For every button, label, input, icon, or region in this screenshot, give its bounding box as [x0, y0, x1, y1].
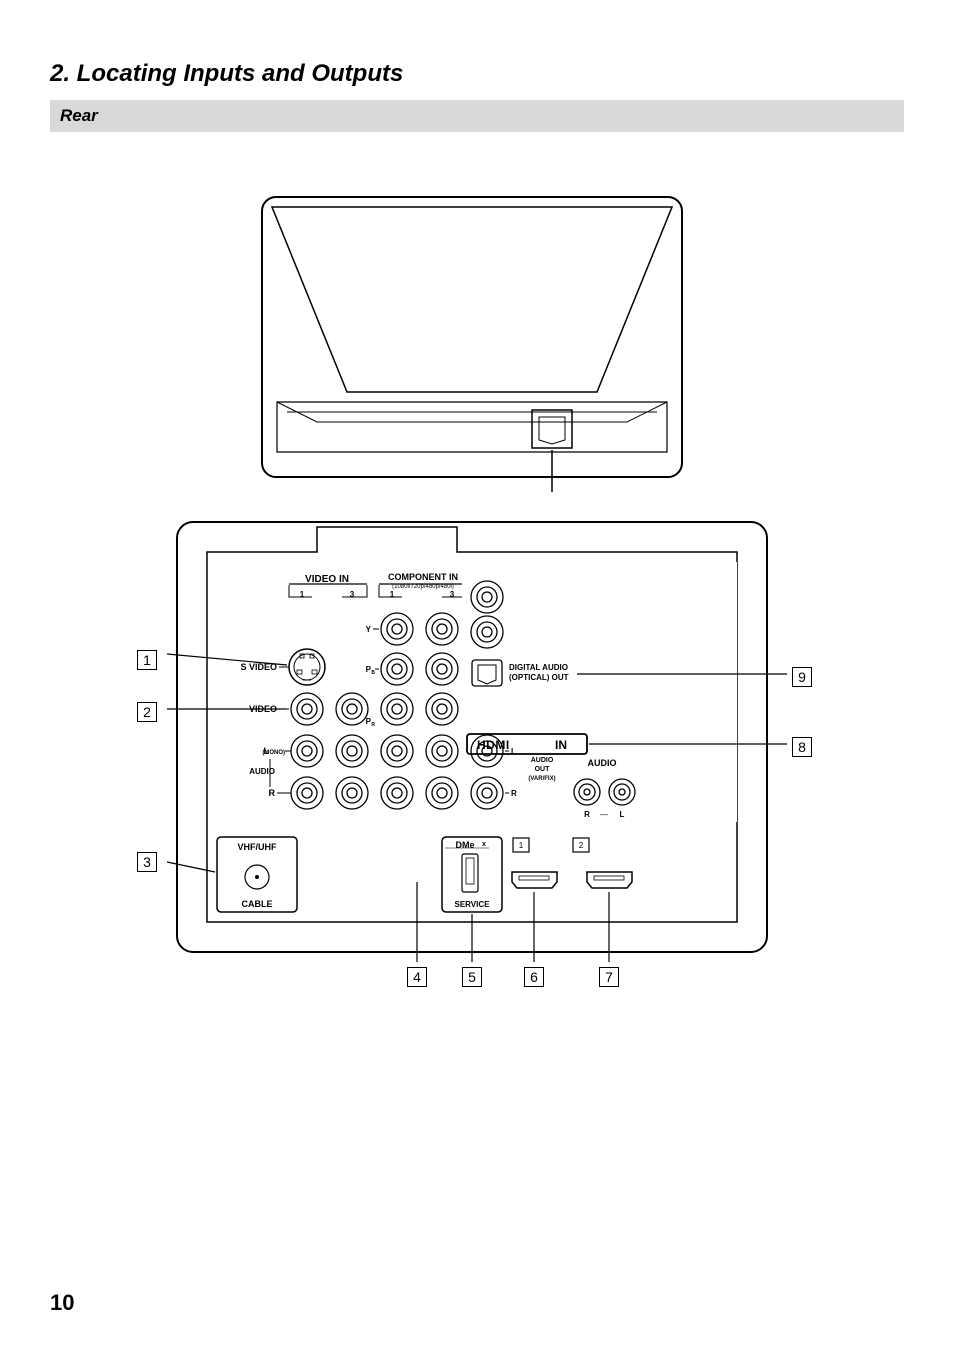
tv-outline-svg [257, 192, 687, 492]
callout-5: 5 [462, 967, 482, 987]
svg-text:2: 2 [579, 841, 584, 850]
page-number: 10 [50, 1290, 74, 1316]
svg-text:SERVICE: SERVICE [455, 900, 491, 909]
callout-7: 7 [599, 967, 619, 987]
svg-text:(OPTICAL) OUT: (OPTICAL) OUT [509, 673, 569, 682]
svg-text:L: L [620, 810, 625, 819]
callout-3: 3 [137, 852, 157, 872]
svg-text:DMe: DMe [455, 840, 474, 850]
svg-text:OUT: OUT [535, 766, 551, 773]
svg-text:L: L [511, 747, 516, 756]
svg-text:B: B [371, 670, 375, 676]
callout-6: 6 [524, 967, 544, 987]
svg-text:1: 1 [519, 841, 524, 850]
subsection-bar: Rear [50, 100, 904, 132]
svg-text:IN: IN [555, 738, 567, 752]
svg-text:AUDIO: AUDIO [588, 758, 617, 768]
svg-text:CABLE: CABLE [242, 899, 273, 909]
callout-8: 8 [792, 737, 812, 757]
svg-text:R: R [371, 722, 375, 728]
svg-text:(MONO): (MONO) [262, 750, 285, 756]
svg-text:R: R [511, 789, 517, 798]
svg-text:3: 3 [350, 590, 355, 599]
callout-2: 2 [137, 702, 157, 722]
svg-text:1: 1 [300, 590, 305, 599]
svg-text:R: R [269, 788, 276, 798]
callout-9: 9 [792, 667, 812, 687]
svg-text:VHF/UHF: VHF/UHF [238, 842, 277, 852]
svg-text:—: — [600, 810, 608, 819]
section-title: 2. Locating Inputs and Outputs [50, 60, 904, 88]
callout-4: 4 [407, 967, 427, 987]
svg-text:1: 1 [390, 590, 395, 599]
svg-text:AUDIO: AUDIO [531, 757, 554, 764]
figure-area: VIDEO IN 1 3 COMPONENT IN (1080i/720p/48… [137, 192, 817, 1012]
svg-text:(1080i/720p/480p/480i): (1080i/720p/480p/480i) [392, 584, 454, 590]
svg-text:DIGITAL AUDIO: DIGITAL AUDIO [509, 663, 568, 672]
svg-text:AUDIO: AUDIO [249, 767, 275, 776]
callout-1: 1 [137, 650, 157, 670]
svg-text:x: x [482, 841, 486, 848]
rear-panel-svg: VIDEO IN 1 3 COMPONENT IN (1080i/720p/48… [157, 502, 797, 1002]
label-video-in: VIDEO IN [305, 574, 349, 585]
svg-text:Y: Y [366, 625, 372, 634]
svg-text:(VAR/FIX): (VAR/FIX) [528, 776, 555, 782]
svg-text:COMPONENT IN: COMPONENT IN [388, 572, 458, 582]
svg-text:R: R [584, 810, 590, 819]
svg-text:3: 3 [450, 590, 455, 599]
